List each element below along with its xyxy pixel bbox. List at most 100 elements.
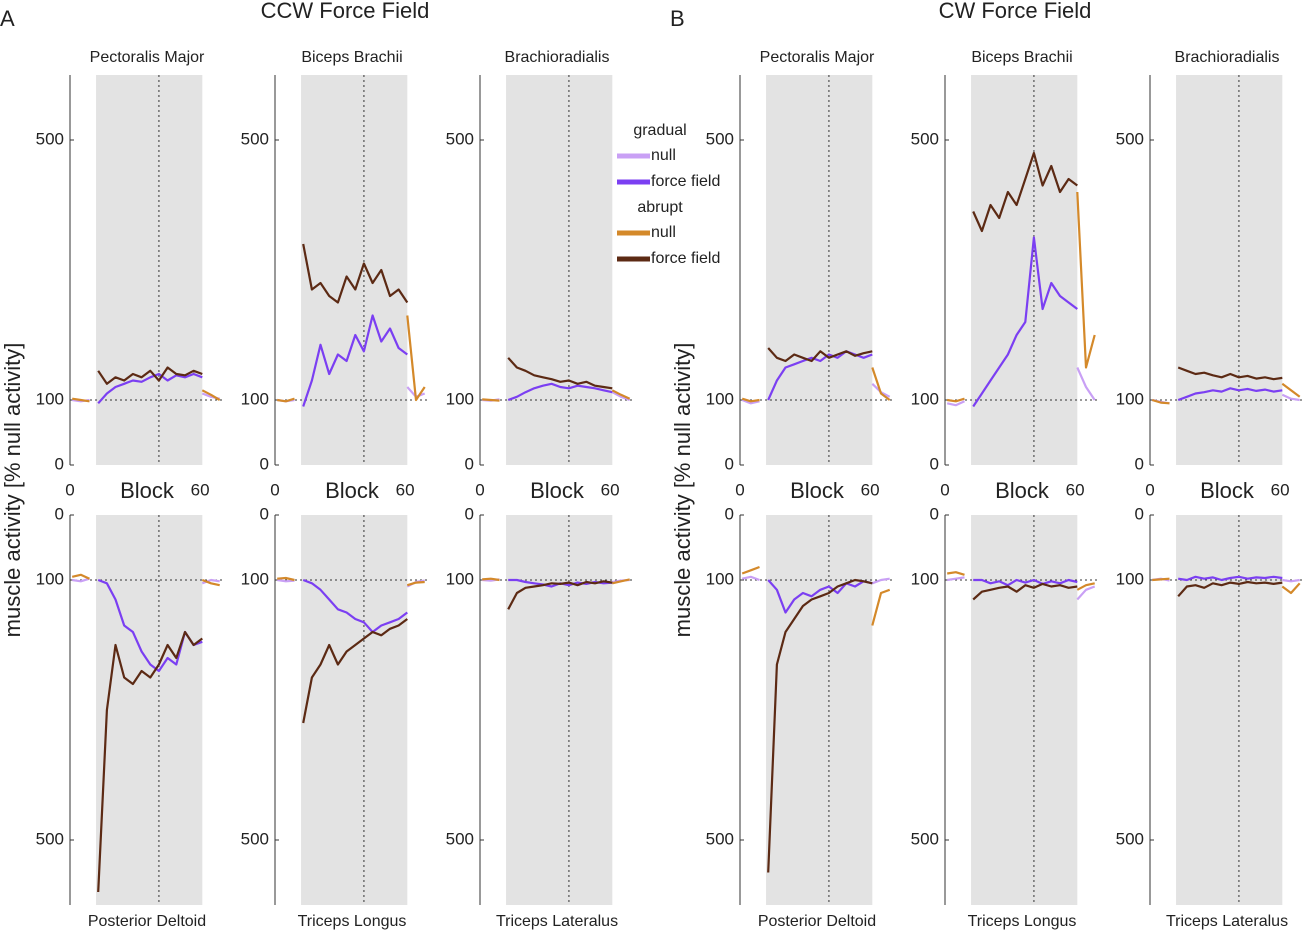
- y-tick-label: 0: [55, 454, 64, 473]
- y-axis-label: muscle activity [% null activity]: [670, 343, 695, 638]
- legend-group: gradual: [633, 122, 686, 139]
- y-tick-label: 0: [725, 454, 734, 473]
- y-tick-label: 100: [911, 389, 939, 408]
- y-tick-label: 0: [465, 454, 474, 473]
- series-line: [973, 578, 1078, 587]
- series-line: [947, 191, 1096, 403]
- legend-group: abrupt: [637, 199, 683, 216]
- y-tick-label: 0: [55, 504, 64, 523]
- shaded-region: [766, 75, 873, 465]
- panel-title: Triceps Longus: [968, 913, 1077, 930]
- x-tick-label: 60: [601, 480, 620, 499]
- y-tick-label: 500: [706, 129, 734, 148]
- y-tick-label: 500: [36, 829, 64, 848]
- series-line: [277, 315, 426, 403]
- x-axis-label: Block: [120, 478, 175, 503]
- x-tick-label: 60: [396, 480, 415, 499]
- x-tick-label: 0: [65, 480, 74, 499]
- shaded-region: [301, 515, 408, 905]
- series-line: [482, 389, 631, 402]
- figure-title: CCW Force Field: [261, 0, 430, 23]
- series-line: [767, 347, 873, 363]
- y-tick-label: 100: [241, 389, 269, 408]
- y-tick-label: 0: [930, 504, 939, 523]
- panel-title: Brachioradialis: [505, 49, 610, 66]
- series-line: [741, 575, 890, 585]
- series-line: [482, 577, 630, 585]
- series-line: [947, 576, 1096, 601]
- x-axis-label: Block: [530, 478, 585, 503]
- panel-title: Triceps Lateralus: [1166, 913, 1288, 930]
- series-line: [972, 236, 1078, 408]
- y-tick-label: 500: [911, 129, 939, 148]
- series-line: [741, 565, 891, 626]
- y-tick-label: 0: [725, 504, 734, 523]
- y-tick-label: 100: [1116, 389, 1144, 408]
- x-axis-label: Block: [995, 478, 1050, 503]
- x-tick-label: 60: [1066, 480, 1085, 499]
- y-tick-label: 100: [911, 569, 939, 588]
- series-line: [741, 367, 891, 403]
- x-tick-label: 60: [1271, 480, 1290, 499]
- shaded-region: [1176, 515, 1283, 905]
- series-line: [302, 578, 408, 634]
- panel-letter: B: [670, 6, 685, 31]
- y-tick-label: 500: [1116, 129, 1144, 148]
- series-line: [71, 573, 220, 587]
- y-tick-label: 500: [241, 129, 269, 148]
- x-axis-label: Block: [1200, 478, 1255, 503]
- y-tick-label: 100: [706, 389, 734, 408]
- y-tick-label: 500: [706, 829, 734, 848]
- y-tick-label: 0: [930, 454, 939, 473]
- series-line: [302, 314, 408, 407]
- y-tick-label: 0: [1135, 454, 1144, 473]
- y-tick-label: 100: [446, 569, 474, 588]
- series-line: [1177, 580, 1283, 598]
- y-tick-label: 500: [36, 129, 64, 148]
- x-axis-label: Block: [790, 478, 845, 503]
- x-tick-label: 0: [940, 480, 949, 499]
- y-tick-label: 500: [1116, 829, 1144, 848]
- x-tick-label: 0: [270, 480, 279, 499]
- shaded-region: [96, 515, 203, 905]
- series-line: [277, 576, 425, 587]
- legend-label: force field: [651, 173, 720, 190]
- y-tick-label: 100: [706, 569, 734, 588]
- y-tick-label: 0: [1135, 504, 1144, 523]
- y-tick-label: 500: [446, 829, 474, 848]
- shaded-region: [1176, 75, 1283, 465]
- x-axis-label: Block: [325, 478, 380, 503]
- shaded-region: [766, 515, 873, 905]
- y-tick-label: 100: [36, 389, 64, 408]
- series-line: [767, 350, 873, 401]
- legend-label: null: [651, 147, 676, 164]
- shaded-region: [96, 75, 203, 465]
- panel-title: Triceps Lateralus: [496, 913, 618, 930]
- series-line: [507, 580, 613, 610]
- x-tick-label: 60: [861, 480, 880, 499]
- panel-title: Biceps Brachii: [971, 49, 1072, 66]
- panel-title: Posterior Deltoid: [758, 913, 876, 930]
- figure-title: CW Force Field: [939, 0, 1092, 23]
- shaded-region: [506, 515, 613, 905]
- panel-title: Triceps Longus: [298, 913, 407, 930]
- series-line: [972, 582, 1078, 601]
- series-line: [72, 389, 221, 403]
- x-tick-label: 0: [475, 480, 484, 499]
- series-line: [1152, 577, 1301, 595]
- shaded-region: [506, 75, 613, 465]
- y-axis-label: muscle activity [% null activity]: [0, 343, 25, 638]
- series-line: [1177, 366, 1283, 381]
- shaded-region: [971, 75, 1078, 465]
- series-line: [1151, 382, 1301, 405]
- series-line: [302, 618, 408, 724]
- panel-title: Brachioradialis: [1175, 49, 1280, 66]
- panel-title: Posterior Deltoid: [88, 913, 206, 930]
- series-line: [1178, 575, 1283, 582]
- series-line: [97, 630, 203, 893]
- y-tick-label: 0: [260, 504, 269, 523]
- y-tick-label: 100: [36, 569, 64, 588]
- legend-label: force field: [651, 250, 720, 267]
- shaded-region: [971, 515, 1078, 905]
